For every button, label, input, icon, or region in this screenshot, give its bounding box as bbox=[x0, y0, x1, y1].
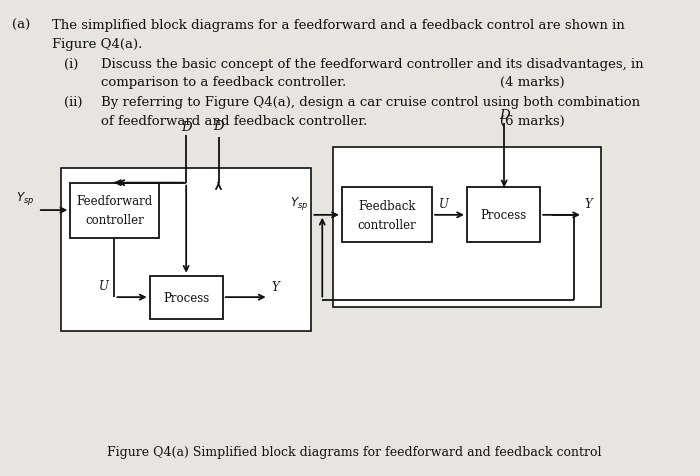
Bar bbox=[342, 188, 432, 243]
Bar bbox=[467, 188, 540, 243]
Text: Feedforward: Feedforward bbox=[76, 195, 153, 208]
Text: $Y_{sp}$: $Y_{sp}$ bbox=[290, 195, 308, 212]
Text: controller: controller bbox=[358, 218, 416, 231]
Bar bbox=[150, 276, 223, 319]
Text: D: D bbox=[214, 119, 224, 132]
Text: (a): (a) bbox=[12, 19, 31, 32]
Text: Feedback: Feedback bbox=[358, 199, 416, 212]
Text: U: U bbox=[439, 198, 449, 211]
Text: controller: controller bbox=[85, 214, 144, 227]
Text: (ii): (ii) bbox=[64, 96, 83, 109]
Bar bbox=[70, 183, 159, 238]
Text: (6 marks): (6 marks) bbox=[500, 115, 565, 128]
Text: D: D bbox=[499, 109, 510, 121]
Text: (4 marks): (4 marks) bbox=[500, 76, 565, 89]
Text: Discuss the basic concept of the feedforward controller and its disadvantages, i: Discuss the basic concept of the feedfor… bbox=[101, 58, 643, 71]
Bar bbox=[61, 169, 312, 331]
Text: Y: Y bbox=[584, 198, 592, 211]
Text: Process: Process bbox=[163, 291, 209, 304]
Text: D: D bbox=[181, 120, 192, 133]
Text: of feedforward and feedback controller.: of feedforward and feedback controller. bbox=[101, 115, 367, 128]
Text: Figure Q4(a).: Figure Q4(a). bbox=[52, 38, 142, 51]
Text: By referring to Figure Q4(a), design a car cruise control using both combination: By referring to Figure Q4(a), design a c… bbox=[101, 96, 640, 109]
Text: The simplified block diagrams for a feedforward and a feedback control are shown: The simplified block diagrams for a feed… bbox=[52, 19, 624, 32]
Text: comparison to a feedback controller.: comparison to a feedback controller. bbox=[101, 76, 346, 89]
Text: Figure Q4(a) Simplified block diagrams for feedforward and feedback control: Figure Q4(a) Simplified block diagrams f… bbox=[107, 445, 601, 458]
Text: $Y_{sp}$: $Y_{sp}$ bbox=[17, 190, 35, 207]
Bar bbox=[332, 148, 601, 307]
Text: (i): (i) bbox=[64, 58, 78, 71]
Text: U: U bbox=[99, 280, 108, 293]
Text: Y: Y bbox=[272, 281, 279, 294]
Text: Process: Process bbox=[480, 209, 526, 222]
